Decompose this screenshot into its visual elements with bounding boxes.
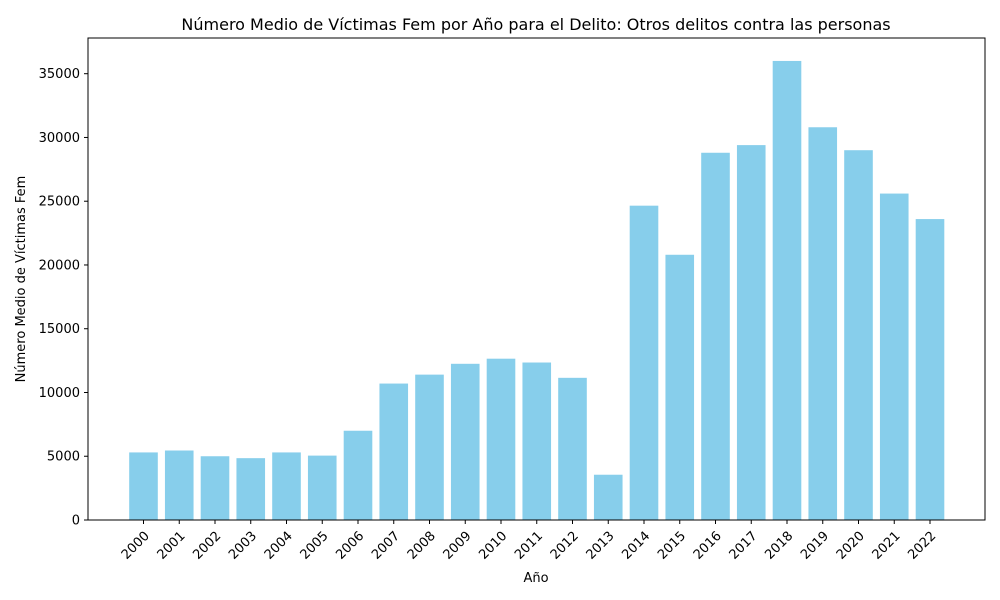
y-tick-label: 15000 <box>39 322 80 337</box>
bar-2014 <box>629 205 659 520</box>
y-tick-label: 30000 <box>39 131 80 146</box>
x-tick-label-2022: 2022 <box>905 529 939 563</box>
x-tick-label-2021: 2021 <box>870 529 904 563</box>
x-tick-label-2020: 2020 <box>834 529 868 563</box>
bar-2020 <box>844 150 873 520</box>
bar-2015 <box>665 254 695 520</box>
y-tick-label: 25000 <box>39 195 80 210</box>
x-tick-label-2018: 2018 <box>762 529 796 563</box>
bar-2012 <box>558 377 587 520</box>
bar-2022 <box>915 219 945 520</box>
y-tick-label: 20000 <box>39 258 80 273</box>
x-tick-label-2003: 2003 <box>226 529 260 563</box>
bar-2013 <box>593 474 623 520</box>
x-tick-label-2015: 2015 <box>655 529 689 563</box>
x-tick-label-2019: 2019 <box>798 529 832 563</box>
x-tick-label-2010: 2010 <box>476 529 510 563</box>
bar-2008 <box>415 374 444 520</box>
x-tick-label-2008: 2008 <box>405 529 439 563</box>
x-tick-label-2012: 2012 <box>548 529 582 563</box>
plot-frame <box>87 37 986 521</box>
x-tick-label-2013: 2013 <box>584 529 618 563</box>
x-tick-label-2017: 2017 <box>727 529 761 563</box>
bar-2001 <box>164 450 194 520</box>
bar-2009 <box>450 363 480 520</box>
y-tick-label: 35000 <box>39 67 80 82</box>
bar-2004 <box>272 452 301 520</box>
x-tick-label-2011: 2011 <box>512 529 546 563</box>
x-tick-label-2006: 2006 <box>333 529 367 563</box>
bar-2005 <box>307 455 337 520</box>
y-tick-label: 5000 <box>47 450 80 465</box>
x-tick-label-2014: 2014 <box>619 529 653 563</box>
bar-2000 <box>129 452 158 520</box>
bar-2010 <box>486 358 516 520</box>
bar-2007 <box>379 383 409 520</box>
x-tick-label-2004: 2004 <box>262 529 296 563</box>
x-tick-label-2009: 2009 <box>441 529 475 563</box>
y-axis-label: Número Medio de Víctimas Fem <box>14 176 29 383</box>
bar-2006 <box>343 430 373 520</box>
bar-2021 <box>879 193 909 520</box>
bar-2019 <box>808 127 838 520</box>
x-tick-label-2005: 2005 <box>298 529 332 563</box>
x-tick-label-2002: 2002 <box>190 529 224 563</box>
bar-2016 <box>701 152 730 520</box>
bar-2003 <box>236 458 266 520</box>
x-axis-label: Año <box>523 571 548 586</box>
y-axis: 0 5000 10000 15000 20000 25000 30000 35000 <box>39 67 88 529</box>
x-tick-label-2007: 2007 <box>369 529 403 563</box>
x-tick-label-2000: 2000 <box>119 529 153 563</box>
y-tick-label: 0 <box>72 514 80 529</box>
bar-2018 <box>772 60 802 520</box>
bar-2002 <box>200 456 230 520</box>
bar-2017 <box>736 145 766 521</box>
chart-title: Número Medio de Víctimas Fem por Año par… <box>181 15 890 34</box>
x-tick-label-2001: 2001 <box>155 529 189 563</box>
bar-2011 <box>522 362 552 520</box>
x-tick-label-2016: 2016 <box>691 529 725 563</box>
x-axis: 2000 2001 2002 2003 2004 2005 2006 2007 2008 2009… <box>119 520 939 563</box>
bars-layer <box>129 60 945 521</box>
y-tick-label: 10000 <box>39 386 80 401</box>
